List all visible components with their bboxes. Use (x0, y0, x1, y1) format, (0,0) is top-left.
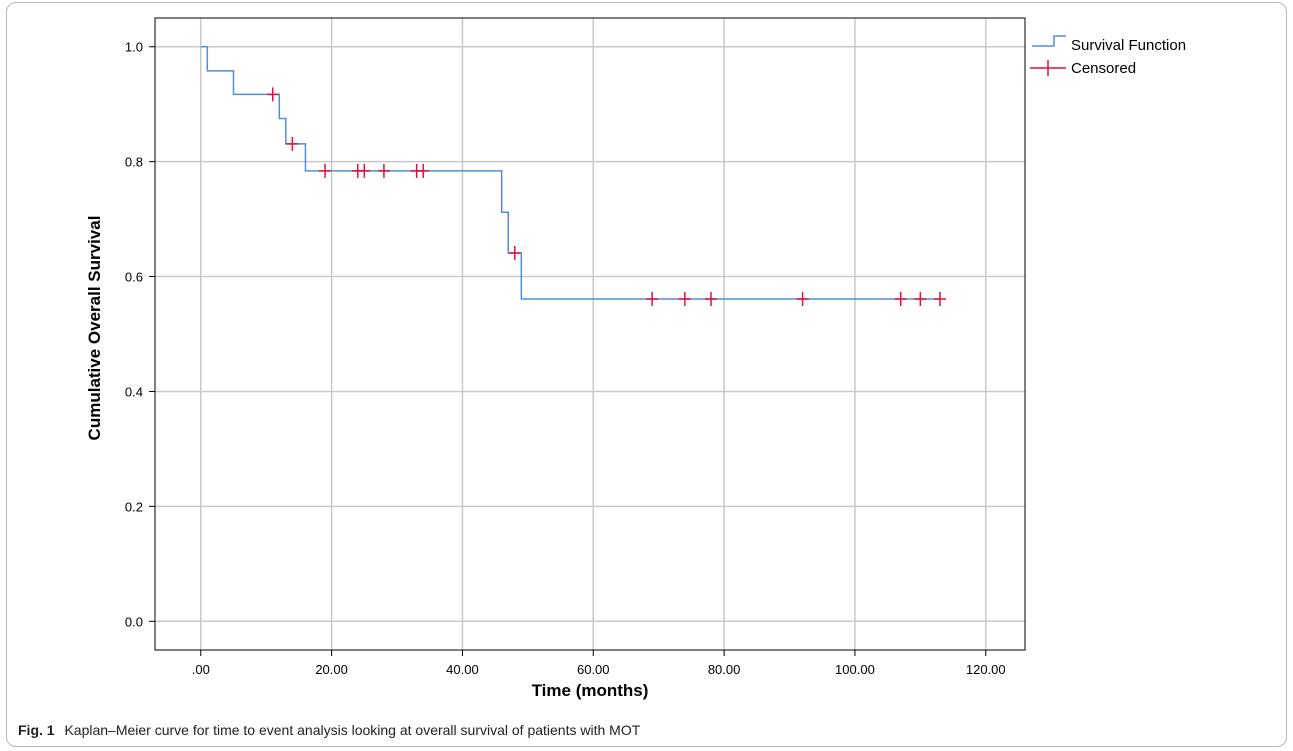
legend-survival-label: Survival Function (1071, 37, 1186, 54)
censored-marker (358, 163, 371, 178)
censored-marker (417, 163, 430, 178)
figure-label: Fig. 1 (18, 722, 55, 738)
censored-marker (894, 291, 907, 306)
censored-marker (377, 163, 390, 178)
plot-frame (154, 17, 1026, 651)
x-tick-label: 40.00 (446, 662, 479, 677)
x-tick-label: 20.00 (315, 662, 348, 677)
x-tick-label: 80.00 (708, 662, 741, 677)
censored-marker (678, 291, 691, 306)
axis-ticks: .00 20.00 40.00 60.00 80.00 100.00 120.00 0.0 0.… (125, 40, 1006, 677)
grid-lines (155, 18, 1025, 650)
legend-censored-label: Censored (1071, 60, 1136, 77)
y-tick-label: 1.0 (125, 40, 143, 55)
censored-marker (914, 291, 927, 306)
survival-function-line (200, 45, 940, 300)
y-tick-label: 0.2 (125, 499, 143, 514)
censored-marker (933, 291, 946, 306)
y-tick-label: 0.0 (125, 614, 143, 629)
censored-marker (705, 291, 718, 306)
x-tick-label: .00 (192, 662, 210, 677)
y-tick-label: 0.4 (125, 384, 143, 399)
x-axis-label: Time (months) (532, 681, 649, 700)
censored-marker (319, 163, 332, 178)
y-axis-label: Cumulative Overall Survival (85, 216, 104, 441)
x-tick-label: 120.00 (966, 662, 1006, 677)
figure-frame (6, 2, 1287, 747)
series-layer (200, 45, 946, 306)
censored-marker (646, 291, 659, 306)
y-tick-label: 0.6 (125, 270, 143, 285)
censored-marker (796, 291, 809, 306)
figure-caption-text: Kaplan–Meier curve for time to event ana… (64, 722, 641, 738)
censored-marker (286, 136, 299, 151)
legend: Survival Function Censored (1030, 35, 1186, 77)
censored-marker (508, 245, 521, 260)
x-tick-label: 100.00 (835, 662, 875, 677)
y-tick-label: 0.8 (125, 155, 143, 170)
censored-marker (266, 87, 279, 102)
legend-survival-swatch (1032, 35, 1066, 47)
x-tick-label: 60.00 (577, 662, 610, 677)
figure-caption: Fig. 1 Kaplan–Meier curve for time to ev… (18, 722, 640, 738)
legend-censored-swatch (1030, 60, 1066, 76)
